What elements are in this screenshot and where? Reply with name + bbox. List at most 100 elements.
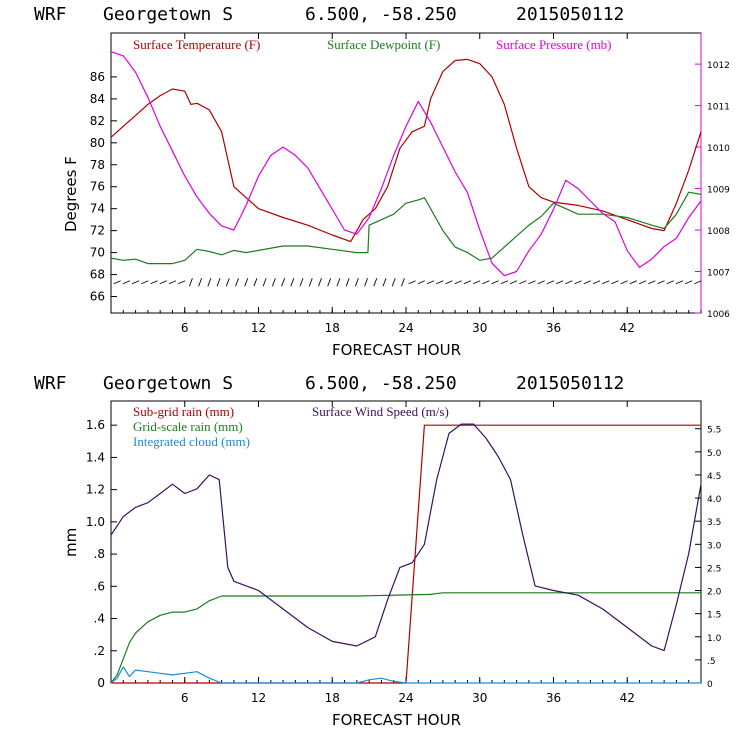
legend-surface-pressure: Surface Pressure (mb) [496,37,612,52]
y-tick-label: 86 [90,70,105,84]
legend-surface-dewpoint: Surface Dewpoint (F) [327,37,440,52]
y2-tick-label: 1.5 [707,611,721,621]
wind-barb [244,278,249,287]
y2-tick-label: 1010 [707,144,730,154]
wind-barb [168,280,177,285]
y-tick-label: 1.2 [86,483,105,497]
panel1-header-run: 2015050112 [516,4,624,25]
wind-barb [565,280,573,285]
temperature-panel: WRF Georgetown S 6.500, -58.250 20150501… [34,4,730,359]
y2-tick-label: 4.0 [707,495,722,505]
panel1-ylabel: Degrees F [62,156,80,232]
wind-barb [519,280,527,285]
panel1-header-coords: 6.500, -58.250 [305,4,457,25]
wind-barb [391,278,396,287]
wind-barb [620,280,628,285]
y2-tick-label: 2.5 [707,564,721,574]
x-tick-label: 12 [251,321,266,335]
wind-barb [401,278,405,287]
wind-barb [509,280,518,285]
wind-barb [318,278,322,287]
wind-barb [472,280,481,285]
x-tick-label: 12 [251,691,266,705]
y2-tick-label: 2.0 [707,588,722,598]
wind-barb [666,280,674,285]
wind-barb [299,278,304,287]
wind-barb [235,278,239,287]
wind-barb [281,278,286,287]
x-tick-label: 18 [325,321,340,335]
panel1-header-station: Georgetown S [103,4,233,25]
legend-surface-wind-speed: Surface Wind Speed (m/s) [312,404,449,419]
x-tick-label: 30 [472,321,487,335]
wind-barb [131,280,140,285]
y-tick-label: .2 [94,644,105,658]
y-tick-label: 66 [90,290,105,304]
grid-scale-rain-mm-line [110,592,701,684]
y2-tick-label: 1011 [707,103,730,113]
y-tick-label: 76 [90,180,105,194]
wind-barb [638,280,647,285]
y2-tick-label: 5.5 [707,426,721,436]
wind-barb [373,278,378,287]
panel2-series [110,423,702,684]
wind-barb [445,280,453,285]
wind-barb [417,280,426,285]
y2-tick-label: 0 [707,680,713,690]
panel2-ylabel: mm [62,528,80,557]
y-tick-label: .8 [94,547,105,561]
wind-barb [546,280,555,285]
y-tick-label: 74 [90,202,105,216]
y-tick-label: 72 [90,224,105,238]
y2-tick-label: 3.5 [707,518,721,528]
y-tick-label: .6 [94,579,105,593]
y2-tick-label: 1007 [707,269,730,279]
legend-integrated-cloud: Integrated cloud (mm) [133,434,250,449]
y-tick-label: .4 [94,612,105,626]
panel1-ticks: 6 12 18 24 30 36 42 66 68 70 72 74 76 78 80 82 84 86 1006 1… [90,33,730,335]
surface-temperature-f-line [110,58,702,243]
x-tick-label: 36 [546,691,561,705]
surface-dewpoint-f-line [110,191,702,265]
y-tick-label: 1.6 [86,418,105,432]
panel1-xlabel: FORECAST HOUR [332,341,461,359]
wind-barb [271,278,276,287]
wind-barb [216,278,221,287]
x-tick-label: 6 [181,691,189,705]
wind-barb [491,280,499,285]
wind-barb [188,278,193,287]
legend-surface-temperature: Surface Temperature (F) [133,37,260,52]
wind-barb [177,280,186,285]
panel2-header-station: Georgetown S [103,373,233,394]
y2-tick-label: 1006 [707,310,730,320]
wind-barb [159,280,167,285]
wind-barb [207,278,212,287]
wind-barb [150,280,158,285]
legend-subgrid-rain: Sub-grid rain (mm) [133,404,234,419]
wind-barb [113,280,121,285]
panel2-header-model: WRF [34,373,67,394]
wind-barb [500,280,509,285]
panel2-ticks: 6 12 18 24 30 36 42 0 .2 .4 .6 .8 1.0 1.2 1.4 1.6 0 .5 1.0… [86,401,722,705]
x-tick-label: 6 [181,321,189,335]
wind-barb [198,278,203,287]
wind-barb [657,280,665,285]
wind-barb [537,280,545,285]
wind-barb [694,280,702,285]
precip-panel: WRF Georgetown S 6.500, -58.250 20150501… [34,373,722,729]
panel1-frame [110,32,702,314]
wind-barb [454,280,462,285]
y2-tick-label: 5.0 [707,449,722,459]
x-tick-label: 42 [620,691,635,705]
wind-barb [611,280,619,285]
x-tick-label: 24 [398,691,413,705]
x-tick-label: 36 [546,321,561,335]
wind-barb [583,280,591,285]
wind-barb [345,278,350,287]
sub-grid-rain-mm-line [111,424,701,684]
wind-barb [253,278,258,287]
panel1-header-model: WRF [34,4,67,25]
wind-barb [408,280,416,285]
wind-barb [336,278,341,287]
x-tick-label: 18 [325,691,340,705]
